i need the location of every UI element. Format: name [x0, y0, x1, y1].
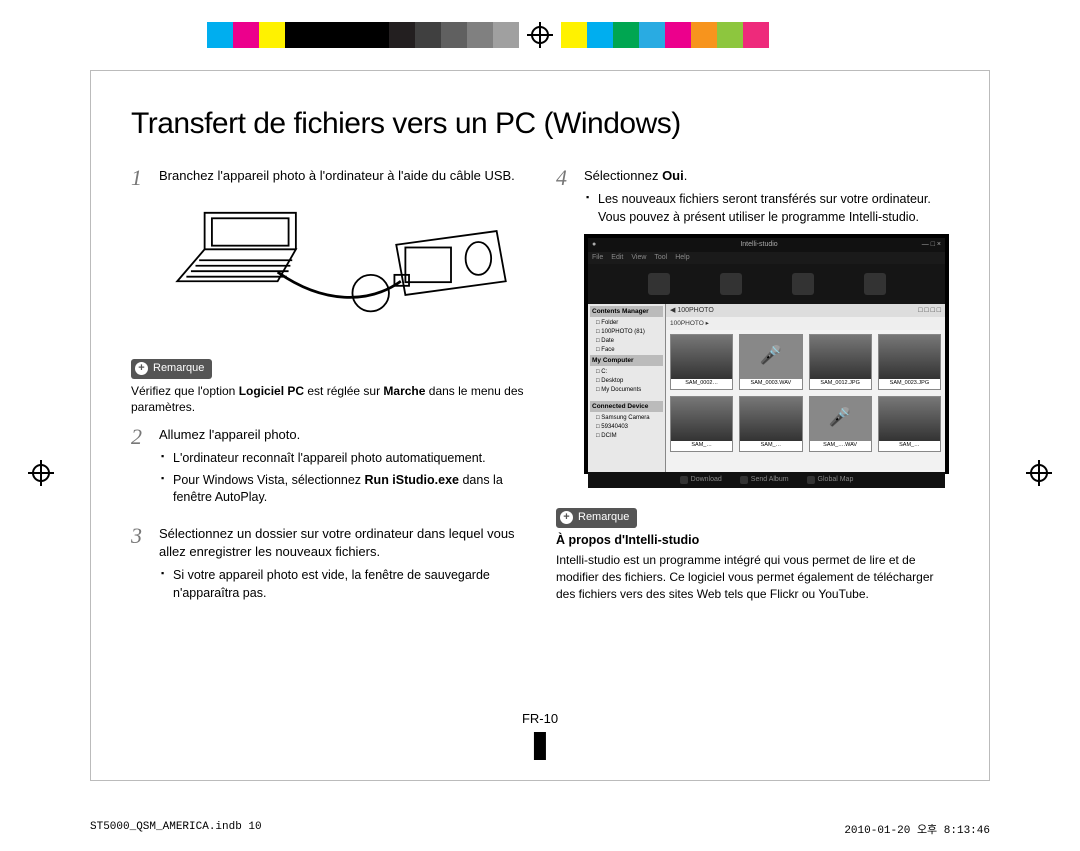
step-number: 3: [131, 525, 149, 606]
ss-path: ◀ 100PHOTO □ □ □ □: [666, 304, 945, 317]
step-text: Allumez l'appareil photo.: [159, 426, 524, 444]
step-2: 2 Allumez l'appareil photo. L'ordinateur…: [131, 426, 524, 511]
right-column: 4 Sélectionnez Oui. Les nouveaux fichier…: [556, 167, 949, 620]
step-4: 4 Sélectionnez Oui. Les nouveaux fichier…: [556, 167, 949, 488]
registration-cross-right: [1026, 460, 1052, 486]
remark-text: Intelli-studio est un programme intégré …: [556, 552, 949, 602]
ss-breadcrumb: 100PHOTO ▸: [666, 317, 945, 330]
step-number: 4: [556, 167, 574, 488]
bullet-item: L'ordinateur reconnaît l'appareil photo …: [161, 450, 524, 468]
step-text: Sélectionnez un dossier sur votre ordina…: [159, 525, 524, 561]
ss-footer: DownloadSend AlbumGlobal Map: [588, 472, 945, 488]
registration-cross: [527, 22, 553, 48]
registration-cross-left: [28, 460, 54, 486]
ss-menubar: FileEditViewToolHelp: [588, 252, 945, 264]
ss-toolbar: [588, 264, 945, 304]
page: Transfert de fichiers vers un PC (Window…: [90, 70, 990, 781]
step-bullets: Si votre appareil photo est vide, la fen…: [159, 567, 524, 602]
print-footer: ST5000_QSM_AMERICA.indb 10 2010-01-20 오후…: [90, 821, 990, 837]
remark-1: + Remarque Vérifiez que l'option Logicie…: [131, 353, 524, 416]
registration-top: [0, 22, 1080, 48]
ss-sidebar: Contents Manager □ Folder □ 100PHOTO (81…: [588, 304, 666, 472]
step-text: Sélectionnez Oui.: [584, 167, 949, 185]
footer-file: ST5000_QSM_AMERICA.indb 10: [90, 821, 262, 837]
bullet-item: Pour Windows Vista, sélectionnez Run iSt…: [161, 472, 524, 507]
step-1: 1 Branchez l'appareil photo à l'ordinate…: [131, 167, 524, 339]
color-bar-right: [561, 22, 873, 48]
ss-main: ◀ 100PHOTO □ □ □ □ 100PHOTO ▸ SAM_0002…S…: [666, 304, 945, 472]
page-title: Transfert de fichiers vers un PC (Window…: [131, 107, 949, 141]
remark-text: Vérifiez que l'option Logiciel PC est ré…: [131, 383, 524, 417]
color-bar-left: [207, 22, 519, 48]
step-3: 3 Sélectionnez un dossier sur votre ordi…: [131, 525, 524, 606]
step-text: Branchez l'appareil photo à l'ordinateur…: [159, 167, 524, 185]
ss-titlebar: ● Intelli-studio — □ ×: [588, 238, 945, 252]
page-number: FR-10: [522, 711, 558, 760]
illustration-usb: [159, 193, 524, 333]
step-number: 1: [131, 167, 149, 339]
bullet-item: Si votre appareil photo est vide, la fen…: [161, 567, 524, 602]
bullet-item: Les nouveaux fichiers seront transférés …: [586, 191, 949, 226]
remark-tag: + Remarque: [556, 508, 637, 527]
remark-label: Remarque: [153, 361, 204, 376]
step-number: 2: [131, 426, 149, 511]
plus-icon: +: [560, 511, 573, 524]
intelli-studio-screenshot: ● Intelli-studio — □ × FileEditViewToolH…: [584, 234, 949, 474]
left-column: 1 Branchez l'appareil photo à l'ordinate…: [131, 167, 524, 620]
remark-label: Remarque: [578, 510, 629, 525]
plus-icon: +: [135, 362, 148, 375]
remark-title: À propos d'Intelli-studio: [556, 532, 949, 550]
step-bullets: L'ordinateur reconnaît l'appareil photo …: [159, 450, 524, 507]
step-bullets: Les nouveaux fichiers seront transférés …: [584, 191, 949, 226]
ss-thumbs: SAM_0002…SAM_0003.WAVSAM_0012.JPGSAM_002…: [666, 330, 945, 472]
remark-tag: + Remarque: [131, 359, 212, 378]
remark-2: + Remarque À propos d'Intelli-studio Int…: [556, 502, 949, 602]
footer-date: 2010-01-20 오후 8:13:46: [844, 821, 990, 837]
